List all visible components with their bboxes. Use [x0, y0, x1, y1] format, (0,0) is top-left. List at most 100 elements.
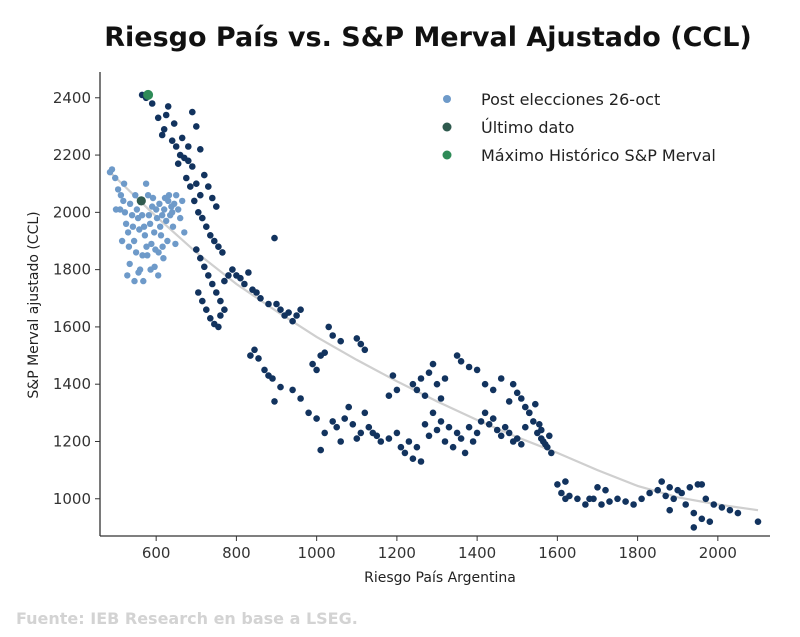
- point-historico: [160, 126, 168, 133]
- point-post-elecciones: [130, 237, 138, 245]
- point-historico: [385, 392, 393, 400]
- point-historico: [532, 400, 539, 408]
- point-historico: [544, 443, 551, 451]
- point-post-elecciones: [181, 229, 188, 236]
- point-historico: [513, 435, 521, 442]
- point-historico: [497, 375, 505, 382]
- point-historico: [409, 380, 417, 388]
- point-historico: [536, 421, 543, 428]
- point-historico: [562, 478, 569, 485]
- point-post-elecciones: [132, 249, 140, 256]
- point-post-elecciones: [165, 197, 172, 205]
- point-historico: [261, 366, 268, 374]
- point-historico: [574, 495, 581, 503]
- point-historico: [265, 300, 272, 308]
- point-historico: [257, 295, 264, 302]
- point-historico: [540, 438, 547, 445]
- point-post-elecciones: [151, 263, 158, 270]
- point-post-elecciones: [161, 206, 168, 213]
- point-post-elecciones: [171, 200, 178, 207]
- point-historico: [413, 443, 421, 451]
- x-ticks: 600 800 1000 1200 1400 1600 1800 2000: [142, 536, 737, 562]
- point-historico: [191, 197, 198, 205]
- point-historico: [718, 504, 726, 511]
- point-historico: [189, 163, 196, 170]
- point-historico: [638, 495, 645, 503]
- point-historico: [389, 372, 397, 379]
- point-post-elecciones: [151, 229, 158, 236]
- point-historico: [662, 492, 669, 500]
- legend-marker-maximo: [442, 150, 452, 160]
- data-points: [106, 89, 762, 531]
- legend-marker-post: [443, 95, 451, 103]
- y-tick-label: 1800: [53, 261, 91, 279]
- point-post-elecciones: [169, 223, 177, 230]
- point-historico: [441, 375, 449, 382]
- point-post-elecciones: [155, 249, 162, 256]
- point-historico: [321, 349, 329, 357]
- point-post-elecciones: [146, 220, 154, 227]
- point-post-elecciones: [136, 226, 143, 233]
- point-historico: [197, 146, 204, 153]
- point-post-elecciones: [172, 240, 179, 248]
- y-tick-label: 1400: [53, 375, 91, 393]
- point-historico: [209, 280, 216, 288]
- point-historico: [172, 143, 180, 150]
- point-historico: [221, 306, 228, 314]
- y-tick-label: 2400: [53, 89, 91, 107]
- point-historico: [203, 223, 210, 230]
- legend-label-ultimo: Último dato: [481, 118, 574, 137]
- point-historico: [522, 423, 529, 431]
- point-historico: [271, 234, 278, 242]
- point-post-elecciones: [122, 220, 130, 227]
- point-historico: [193, 123, 200, 130]
- point-historico: [251, 346, 258, 354]
- point-historico: [686, 484, 694, 491]
- point-historico: [513, 389, 521, 397]
- point-historico: [726, 506, 734, 514]
- point-historico: [329, 418, 337, 425]
- point-historico: [353, 435, 361, 442]
- legend-marker-ultimo: [442, 122, 452, 132]
- point-post-elecciones: [179, 197, 186, 205]
- point-historico: [317, 446, 325, 454]
- point-historico: [646, 489, 653, 497]
- point-historico: [325, 323, 333, 331]
- point-historico: [546, 432, 553, 440]
- point-historico: [602, 486, 609, 494]
- point-historico: [477, 418, 485, 425]
- point-historico: [734, 509, 742, 517]
- point-historico: [271, 398, 278, 405]
- point-historico: [518, 441, 525, 448]
- point-historico: [425, 432, 433, 440]
- point-historico: [309, 360, 316, 368]
- point-historico: [168, 137, 176, 144]
- x-tick-label: 800: [222, 544, 251, 562]
- point-historico: [558, 489, 565, 497]
- point-post-elecciones: [114, 186, 122, 193]
- point-historico: [289, 317, 296, 325]
- point-historico: [606, 498, 613, 505]
- point-historico: [421, 392, 429, 400]
- point-historico: [449, 443, 457, 451]
- point-historico: [247, 352, 254, 359]
- point-historico: [207, 232, 214, 239]
- legend-label-maximo: Máximo Histórico S&P Merval: [481, 146, 716, 165]
- point-post-elecciones: [124, 272, 131, 279]
- point-historico: [195, 209, 202, 216]
- point-historico: [594, 484, 601, 491]
- point-historico: [658, 478, 665, 485]
- point-historico: [417, 458, 425, 465]
- point-historico: [241, 280, 248, 288]
- x-tick-label: 1600: [538, 544, 576, 562]
- point-post-elecciones: [120, 180, 128, 187]
- point-historico: [174, 160, 182, 167]
- point-historico: [441, 438, 449, 445]
- point-post-elecciones: [142, 180, 150, 187]
- point-historico: [501, 423, 509, 431]
- legend-label-post: Post elecciones 26-oct: [481, 90, 660, 109]
- point-post-elecciones: [145, 212, 153, 219]
- x-tick-label: 1800: [619, 544, 657, 562]
- point-historico: [413, 386, 421, 394]
- point-historico: [217, 297, 224, 305]
